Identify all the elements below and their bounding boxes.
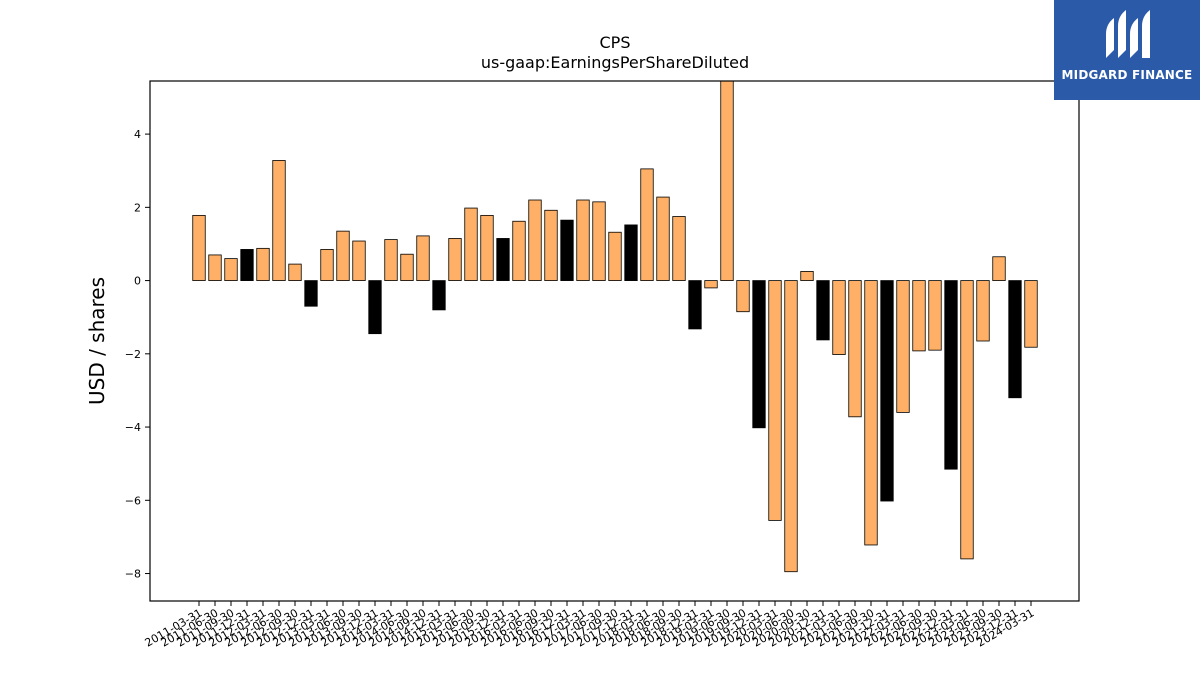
plot-area-frame [149, 80, 1080, 602]
bar-2012-09-30 [288, 263, 302, 281]
bar-2021-03-31 [832, 280, 846, 355]
bar-2019-12-31 [752, 280, 766, 429]
bar-2013-06-30 [336, 230, 350, 281]
bar-2020-03-31 [768, 280, 782, 521]
bars-group [192, 80, 1038, 573]
bar-2011-09-30 [224, 258, 238, 281]
bar-2018-12-31 [688, 280, 702, 330]
bar-2016-09-30 [544, 209, 558, 281]
bar-2013-03-31 [320, 249, 334, 281]
bar-2015-09-30 [480, 214, 494, 281]
bar-2020-06-30 [784, 280, 798, 573]
bar-2015-12-31 [496, 238, 510, 281]
bar-2016-12-31 [560, 219, 574, 281]
bar-2019-03-31 [704, 280, 718, 289]
bar-2023-03-31 [960, 280, 974, 560]
bar-2020-09-30 [800, 271, 814, 281]
bar-2015-06-30 [464, 207, 478, 281]
bar-2017-03-31 [576, 199, 590, 281]
chart-title: CPS [600, 33, 631, 52]
bar-2014-06-30 [400, 253, 414, 281]
bar-2019-09-30 [736, 280, 750, 313]
bar-2015-03-31 [448, 238, 462, 281]
y-ticks-group: 4 2 0 −2 −4 −6 −8 [125, 128, 150, 581]
bar-2013-09-30 [352, 240, 366, 281]
bar-2017-12-31 [624, 224, 638, 281]
bar-2022-06-30 [912, 280, 926, 352]
bar-2018-03-31 [640, 168, 654, 281]
y-tick-label: −4 [125, 421, 141, 434]
bar-2014-12-31 [432, 280, 446, 311]
brand-name: MIDGARD FINANCE [1061, 68, 1193, 82]
bar-2013-12-31 [368, 280, 382, 335]
y-axis-label: USD / shares [85, 277, 109, 405]
bar-2022-03-31 [896, 280, 910, 413]
y-tick-label: −2 [125, 348, 141, 361]
bar-2021-06-30 [848, 280, 862, 418]
bar-2011-06-30 [208, 254, 222, 281]
bar-2023-06-30 [976, 280, 990, 342]
bar-2023-09-30 [992, 256, 1006, 281]
bar-2018-09-30 [672, 216, 686, 281]
bar-2018-06-30 [656, 196, 670, 281]
midgard-logo-icon [1106, 10, 1150, 58]
bar-2022-09-30 [928, 280, 942, 351]
bar-2016-06-30 [528, 199, 542, 281]
bar-2011-12-31 [240, 249, 254, 281]
y-tick-label: −8 [125, 568, 141, 581]
bar-2014-03-31 [384, 239, 398, 281]
bar-2017-06-30 [592, 201, 606, 281]
bar-2021-09-30 [864, 280, 878, 546]
bar-2023-12-31 [1008, 280, 1022, 399]
bar-2019-06-30 [720, 80, 734, 281]
x-ticks-group: 2011-03-312011-06-302011-09-302011-12-31… [143, 601, 1037, 650]
bar-2017-09-30 [608, 231, 622, 281]
bar-2012-06-30 [272, 160, 286, 281]
y-tick-label: 4 [134, 128, 141, 141]
y-tick-label: −6 [125, 494, 141, 507]
chart-subtitle: us-gaap:EarningsPerShareDiluted [481, 53, 749, 72]
bar-2011-03-31 [192, 214, 206, 281]
bar-2021-12-31 [880, 280, 894, 502]
bar-2012-12-31 [304, 280, 318, 307]
bar-2022-12-31 [944, 280, 958, 470]
y-tick-label: 0 [134, 275, 141, 288]
bar-2020-12-31 [816, 280, 830, 341]
brand-logo: MIDGARD FINANCE [1054, 0, 1200, 100]
bar-2014-09-30 [416, 235, 430, 281]
y-tick-label: 2 [134, 201, 141, 214]
bar-2016-03-31 [512, 220, 526, 281]
bar-2012-03-31 [256, 247, 270, 281]
bar-2024-03-31 [1024, 280, 1038, 348]
